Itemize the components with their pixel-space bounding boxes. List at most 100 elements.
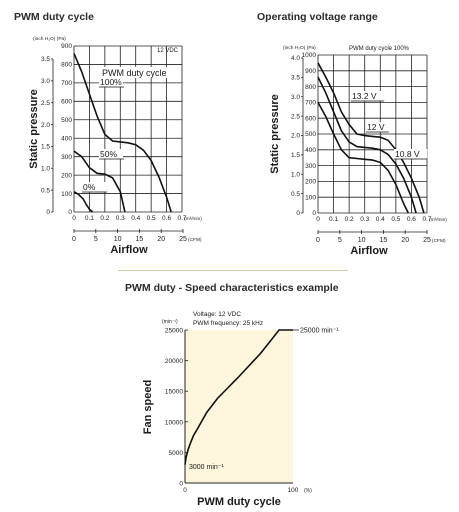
chart1-x-unit-cfm: (CFM): [188, 237, 202, 243]
chart1-y-axis-label: Static pressure: [28, 89, 40, 168]
chart2-x-tick-label: 0.5: [391, 216, 400, 223]
chart2-series-label-1: 12 V: [367, 122, 385, 132]
chart2-x-tick-label: 0.7: [422, 216, 431, 223]
chart1-series-line-0: [73, 53, 172, 213]
chart2-y-tick-label-inch: 3.5: [291, 75, 300, 82]
chart1-title: PWM duty cycle: [14, 11, 94, 23]
chart2-x-tick-label-cfm: 5: [338, 237, 342, 244]
chart1-y-tick-label-inch: 2.0: [41, 122, 50, 129]
chart3-y-tick-label: 25000: [165, 328, 183, 335]
chart2-series-label-bg: [394, 149, 428, 159]
chart2-series-label-0: 13.2 V: [352, 91, 377, 101]
chart1-y-tick-label-pa: 600: [61, 99, 72, 106]
chart3-x-axis-label: PWM duty cycle: [197, 496, 281, 508]
chart1-y-tick-label-pa: 800: [61, 62, 72, 69]
chart2-series-label-bg: [351, 91, 385, 101]
chart1-y-tick-label-inch: 3.0: [41, 78, 50, 85]
chart3-y-tick-label: 20000: [165, 358, 183, 365]
chart2-x-unit-m3: (m³/min): [429, 217, 447, 223]
chart2-series-line-2: [317, 102, 410, 214]
chart1-y-tick-label-pa: 100: [61, 191, 72, 198]
chart1-voltage-note: 12 VDC: [157, 48, 179, 54]
chart2-x-tick-label: 0.6: [407, 216, 416, 223]
chart2-y-tick-label-pa: 1000: [302, 52, 317, 59]
chart2-x-tick-label: 0: [316, 216, 320, 223]
chart1-x-tick-label-cfm: 15: [136, 236, 144, 243]
chart3-y-unit-label: (min⁻¹): [162, 319, 178, 325]
chart3-x-unit: (%): [304, 488, 312, 494]
chart1-y-tick-label-pa: 400: [61, 135, 72, 142]
chart2-y-tick-label-pa: 300: [305, 163, 316, 170]
chart2-x-tick-label: 0.4: [376, 216, 385, 223]
chart2-y-tick-label-inch: 3.0: [291, 94, 300, 101]
chart2-x-tick-label-cfm: 0: [316, 237, 320, 244]
chart3-annotation-max: 25000 min⁻¹: [300, 328, 339, 335]
chart2-y-tick-label-pa: 900: [305, 68, 316, 75]
chart2-series-line-1: [317, 76, 417, 214]
chart3-y-tick-label: 10000: [165, 419, 183, 426]
chart1-series-label-1: 50%: [100, 149, 117, 159]
chart2-series-label-bg: [366, 122, 389, 132]
chart2-y-tick-label-pa: 700: [305, 100, 316, 107]
chart1-y-tick-label-pa: 200: [61, 172, 72, 179]
chart1-x-tick-label-cfm: 5: [94, 236, 98, 243]
chart1-x-tick-label: 0.1: [85, 215, 94, 222]
chart2-duty-note: PWM duty cycle 100%: [349, 46, 410, 52]
chart2-y-tick-label-pa: 100: [305, 194, 316, 201]
chart2-y-tick-label-inch: 2.5: [291, 113, 300, 120]
chart2-y-tick-label-inch: 1.5: [291, 152, 300, 159]
chart2-title: Operating voltage range: [257, 11, 378, 23]
chart1-y-tick-label-inch: 2.5: [41, 100, 50, 107]
chart1-x-tick-label: 0.2: [100, 215, 109, 222]
chart1-x-tick-label-cfm: 10: [114, 236, 122, 243]
chart2-y-tick-label-pa: 0: [312, 210, 316, 217]
chart1-x-tick-label-cfm: 20: [157, 236, 165, 243]
chart1-x-axis-label: Airflow: [110, 244, 148, 256]
chart1-series-label-2: 0%: [83, 182, 96, 192]
chart3-series-line: [184, 329, 293, 465]
chart2-y-unit-label: (inch H₂O) (Pa): [283, 45, 316, 51]
chart1-y-tick-label-inch: 1.5: [41, 144, 50, 151]
chart1-x-tick-label: 0.4: [131, 215, 140, 222]
section-divider: [118, 270, 348, 271]
chart3-y-tick-label: 15000: [165, 389, 183, 396]
chart2-x-tick-label: 0.1: [329, 216, 338, 223]
chart1-series-label-bg: [82, 182, 106, 192]
chart2-y-tick-label-inch: 0: [296, 210, 300, 217]
chart1-legend-label: PWM duty cycle: [102, 68, 167, 78]
chart1-y-tick-label-inch: 0.5: [41, 187, 50, 194]
chart3-annotation-min: 3000 min⁻¹: [189, 464, 224, 471]
chart1-legend-bg: [100, 67, 176, 78]
chart1-x-unit-m3: (m³/min): [184, 216, 202, 222]
chart1-series-label-0: 100%: [100, 77, 122, 87]
chart2-x-tick-label: 0.3: [360, 216, 369, 223]
chart3-y-tick-label: 5000: [169, 450, 184, 457]
chart1-y-tick-label-inch: 3.5: [41, 56, 50, 63]
chart2-y-tick-label-pa: 600: [305, 115, 316, 122]
chart1-x-tick-label: 0: [72, 215, 76, 222]
chart1-y-tick-label-inch: 1.0: [41, 165, 50, 172]
chart2-series-label-2: 10.8 V: [395, 149, 420, 159]
chart1-x-tick-label-cfm: 0: [72, 236, 76, 243]
chart1-y-tick-label-pa: 900: [61, 43, 72, 50]
chart3-title: PWM duty - Speed characteristics example: [125, 282, 339, 294]
chart1-series-label-bg: [99, 149, 123, 159]
chart1-x-tick-label: 0.7: [177, 215, 186, 222]
chart2-y-tick-label-inch: 0.5: [291, 191, 300, 198]
chart3-plot-area: [185, 330, 293, 483]
chart1-x-tick-label: 0.5: [147, 215, 156, 222]
chart2-x-unit-cfm: (CFM): [432, 238, 446, 244]
chart2-x-tick-label-cfm: 15: [380, 237, 388, 244]
chart2-y-tick-label-inch: 2.0: [291, 133, 300, 140]
chart2-x-tick-label-cfm: 20: [401, 237, 409, 244]
chart1-y-tick-label-pa: 500: [61, 117, 72, 124]
chart1-y-tick-label-pa: 700: [61, 80, 72, 87]
chart1-y-tick-label-pa: 0: [68, 209, 72, 216]
chart3-note-frequency: PWM frequency: 25 kHz: [193, 320, 263, 327]
chart1-y-unit-label: (inch H₂O) (Pa): [33, 36, 66, 42]
chart3-x-tick-label: 0: [183, 487, 187, 494]
chart1-y-tick-label-inch: 0: [46, 209, 50, 216]
